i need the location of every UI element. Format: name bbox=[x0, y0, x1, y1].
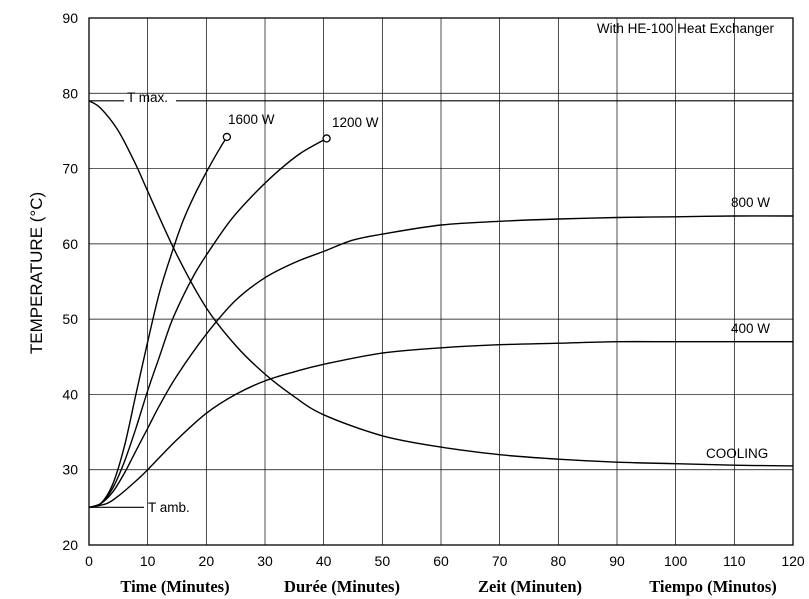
curves bbox=[88, 100, 794, 509]
curve-400w bbox=[88, 340, 793, 509]
curve-1600w bbox=[88, 136, 228, 509]
x-tick-label-0: 0 bbox=[85, 553, 93, 569]
series-label-1200w: 1200 W bbox=[332, 115, 379, 130]
y-tick-label-30: 30 bbox=[62, 462, 78, 478]
tamb-label: T amb. bbox=[148, 500, 190, 515]
y-tick-label-50: 50 bbox=[62, 311, 78, 327]
series-label-cooling: COOLING bbox=[706, 446, 768, 461]
plot-frame bbox=[88, 17, 794, 546]
x-tick-label-30: 30 bbox=[257, 553, 273, 569]
y-tick-label-90: 90 bbox=[62, 10, 78, 26]
y-tick-label-70: 70 bbox=[62, 161, 78, 177]
curve-1200w bbox=[88, 137, 327, 509]
end-marker-1200w bbox=[322, 134, 331, 143]
x-tick-label-20: 20 bbox=[199, 553, 215, 569]
x-tick-label-120: 120 bbox=[781, 553, 805, 569]
y-axis-label: TEMPERATURE (°C) bbox=[27, 192, 46, 354]
y-tick-label-20: 20 bbox=[62, 537, 78, 553]
x-axis-label-english: Time (Minutes) bbox=[120, 577, 229, 596]
x-tick-label-110: 110 bbox=[723, 553, 746, 569]
x-tick-label-90: 90 bbox=[609, 553, 625, 569]
x-tick-label-60: 60 bbox=[433, 553, 449, 569]
y-tick-label-40: 40 bbox=[62, 386, 78, 402]
y-tick-label-60: 60 bbox=[62, 236, 78, 252]
x-axis-label-german: Zeit (Minuten) bbox=[478, 577, 582, 596]
x-tick-label-100: 100 bbox=[664, 553, 688, 569]
x-tick-label-50: 50 bbox=[375, 553, 391, 569]
end-marker-1600w bbox=[222, 132, 232, 142]
curve-800w bbox=[88, 215, 794, 509]
curve-cooling bbox=[88, 100, 794, 467]
reference-lines bbox=[89, 100, 793, 508]
tick-labels: 0 10 20 30 40 50 60 70 80 90 100 110 120 20 30 40 50 60 70… bbox=[62, 10, 804, 569]
x-tick-label-70: 70 bbox=[492, 553, 508, 569]
grid bbox=[88, 17, 794, 546]
x-tick-label-10: 10 bbox=[140, 553, 156, 569]
tmax-label: T max. bbox=[127, 90, 168, 105]
x-tick-label-80: 80 bbox=[551, 553, 567, 569]
x-tick-label-40: 40 bbox=[316, 553, 332, 569]
series-label-400w: 400 W bbox=[731, 321, 770, 336]
series-label-800w: 800 W bbox=[731, 195, 770, 210]
series-label-1600w: 1600 W bbox=[228, 112, 275, 127]
x-axis-label-spanish: Tiempo (Minutos) bbox=[649, 577, 777, 596]
x-axis-label-french: Durée (Minutes) bbox=[284, 577, 400, 596]
y-tick-label-80: 80 bbox=[62, 85, 78, 101]
chart-note: With HE-100 Heat Exchanger bbox=[597, 21, 775, 36]
